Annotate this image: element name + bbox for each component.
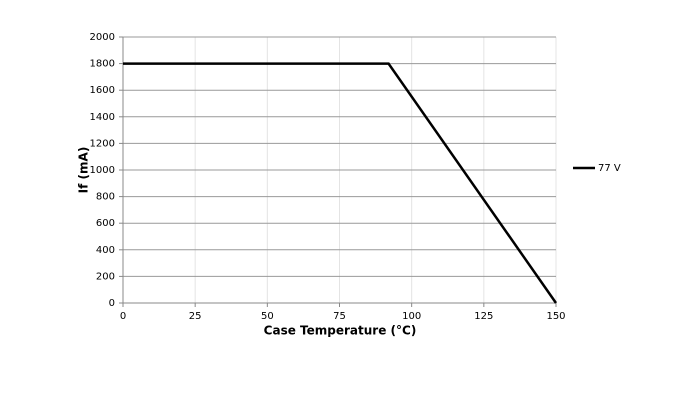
y-tick-label: 600 <box>96 218 115 229</box>
y-tick-label: 1200 <box>90 138 115 149</box>
y-tick-label: 400 <box>96 245 115 256</box>
x-tick-label: 25 <box>189 311 202 322</box>
x-tick-label: 100 <box>402 311 421 322</box>
x-tick-label: 75 <box>333 311 346 322</box>
y-tick-label: 1400 <box>90 112 115 123</box>
x-axis-title: Case Temperature (°C) <box>264 324 417 338</box>
y-tick-label: 1600 <box>90 85 115 96</box>
y-tick-label: 2000 <box>90 32 115 43</box>
legend-label: 77 V <box>598 163 621 174</box>
y-tick-label: 0 <box>109 298 115 309</box>
y-tick-label: 1800 <box>90 59 115 70</box>
y-axis-title: If (mA) <box>77 147 91 194</box>
y-tick-label: 800 <box>96 192 115 203</box>
y-tick-label: 200 <box>96 271 115 282</box>
x-tick-label: 150 <box>546 311 565 322</box>
x-tick-label: 50 <box>261 311 274 322</box>
x-tick-label: 0 <box>120 311 126 322</box>
series-line <box>123 62 558 304</box>
y-tick-label: 1000 <box>90 165 115 176</box>
x-tick-label: 125 <box>474 311 493 322</box>
